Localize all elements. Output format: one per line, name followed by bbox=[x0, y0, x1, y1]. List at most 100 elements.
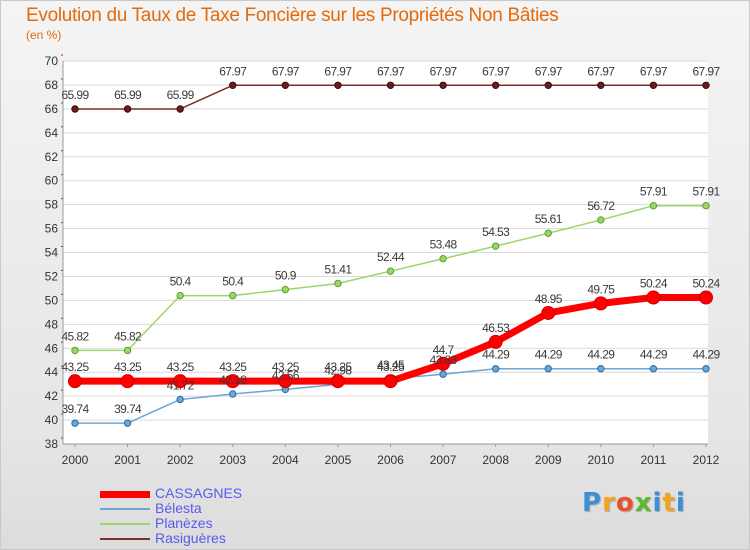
y-tick-label: 40 bbox=[45, 413, 59, 427]
data-point bbox=[229, 291, 237, 300]
y-tick-label: 58 bbox=[45, 198, 59, 212]
data-label: 43.25 bbox=[377, 360, 405, 374]
data-point bbox=[439, 370, 447, 378]
data-point bbox=[71, 419, 79, 427]
data-label: 43.83 bbox=[430, 353, 458, 367]
data-point bbox=[699, 290, 713, 305]
data-label: 43.25 bbox=[324, 360, 352, 374]
data-label: 44.29 bbox=[535, 348, 563, 362]
data-point bbox=[702, 202, 710, 210]
data-label: 67.97 bbox=[324, 64, 352, 78]
data-label: 51.41 bbox=[324, 262, 352, 276]
data-label: 50.24 bbox=[692, 277, 720, 291]
logo-letter: x bbox=[634, 488, 653, 518]
data-label: 67.97 bbox=[430, 64, 458, 78]
x-tick-label: 2011 bbox=[641, 453, 667, 467]
data-point bbox=[281, 285, 290, 294]
legend-swatch bbox=[100, 538, 150, 540]
data-point bbox=[334, 81, 342, 89]
legend-label: Bélesta bbox=[155, 500, 202, 516]
data-point bbox=[225, 374, 240, 389]
data-label: 65.99 bbox=[167, 88, 195, 102]
x-tick-label: 2005 bbox=[325, 453, 352, 467]
data-label: 39.74 bbox=[114, 402, 142, 416]
data-label: 44.7 bbox=[433, 343, 455, 357]
data-label: 67.97 bbox=[272, 64, 300, 78]
legend-item: Bélesta bbox=[100, 500, 300, 516]
data-label: 50.9 bbox=[275, 269, 297, 283]
data-label: 43.25 bbox=[219, 360, 247, 374]
x-tick-label: 2010 bbox=[587, 453, 614, 467]
data-point bbox=[436, 356, 451, 371]
logo-letter: P bbox=[582, 488, 603, 518]
legend-item: CASSAGNES bbox=[100, 485, 300, 501]
chart-series bbox=[68, 81, 713, 427]
data-label: 43.25 bbox=[167, 360, 195, 374]
data-point bbox=[176, 395, 184, 404]
data-label: 67.97 bbox=[377, 64, 405, 78]
data-point bbox=[278, 374, 293, 389]
data-label: 53.48 bbox=[430, 238, 458, 252]
logo-letter: t bbox=[662, 488, 676, 518]
data-label: 57.91 bbox=[640, 185, 668, 199]
x-tick-label: 2006 bbox=[377, 453, 404, 467]
data-label: 43.45 bbox=[377, 358, 405, 372]
data-label: 48.95 bbox=[535, 292, 563, 306]
logo-letter: i bbox=[675, 488, 686, 518]
x-tick-label: 2003 bbox=[219, 453, 246, 467]
data-point bbox=[649, 81, 658, 89]
y-tick-label: 70 bbox=[45, 54, 59, 68]
data-label: 45.82 bbox=[61, 329, 89, 343]
data-label: 50.4 bbox=[170, 275, 192, 289]
data-point bbox=[491, 81, 500, 89]
data-point bbox=[281, 81, 290, 89]
data-label: 45.82 bbox=[114, 329, 142, 343]
proxiti-logo: Proxiti bbox=[582, 488, 686, 518]
data-point bbox=[71, 105, 79, 113]
data-label: 46.53 bbox=[482, 321, 510, 335]
data-point bbox=[439, 255, 447, 263]
data-label: 52.44 bbox=[377, 250, 405, 264]
data-label: 43.25 bbox=[114, 360, 142, 374]
data-point bbox=[649, 202, 658, 210]
legend-swatch bbox=[100, 523, 150, 525]
data-label: 42.18 bbox=[219, 373, 247, 387]
data-label: 44.29 bbox=[482, 348, 510, 362]
data-label: 65.99 bbox=[61, 88, 89, 102]
data-point bbox=[597, 216, 605, 224]
legend-item: Rasiguères bbox=[100, 530, 300, 546]
y-tick-label: 62 bbox=[45, 150, 59, 164]
data-label: 42.98 bbox=[324, 363, 352, 377]
data-point bbox=[649, 365, 658, 373]
legend-swatch bbox=[100, 490, 150, 498]
data-label: 42.56 bbox=[272, 368, 300, 382]
data-point bbox=[383, 374, 398, 389]
data-point bbox=[229, 81, 237, 89]
data-label: 67.97 bbox=[692, 64, 720, 78]
data-label: 43.25 bbox=[272, 360, 300, 374]
data-label: 43.25 bbox=[61, 360, 89, 374]
legend-item: Planèzes bbox=[100, 515, 300, 531]
data-point bbox=[123, 419, 132, 427]
data-label: 67.97 bbox=[219, 64, 247, 78]
data-label: 54.53 bbox=[482, 225, 510, 239]
x-tick-label: 2008 bbox=[482, 453, 509, 467]
data-point bbox=[439, 81, 447, 89]
data-point bbox=[702, 81, 710, 89]
data-point bbox=[491, 242, 500, 250]
data-point bbox=[544, 81, 552, 89]
data-point bbox=[491, 365, 500, 373]
logo-letter: o bbox=[615, 488, 635, 518]
y-tick-label: 50 bbox=[45, 293, 59, 307]
y-tick-label: 64 bbox=[45, 126, 59, 140]
data-point bbox=[646, 290, 661, 305]
y-tick-label: 42 bbox=[45, 389, 59, 403]
data-label: 55.61 bbox=[535, 212, 563, 226]
legend-swatch bbox=[100, 508, 150, 510]
unit-label: (en %) bbox=[26, 28, 62, 42]
data-label: 67.97 bbox=[535, 64, 563, 78]
data-label: 67.97 bbox=[587, 64, 615, 78]
data-label: 50.4 bbox=[222, 275, 244, 289]
data-point bbox=[593, 296, 608, 311]
